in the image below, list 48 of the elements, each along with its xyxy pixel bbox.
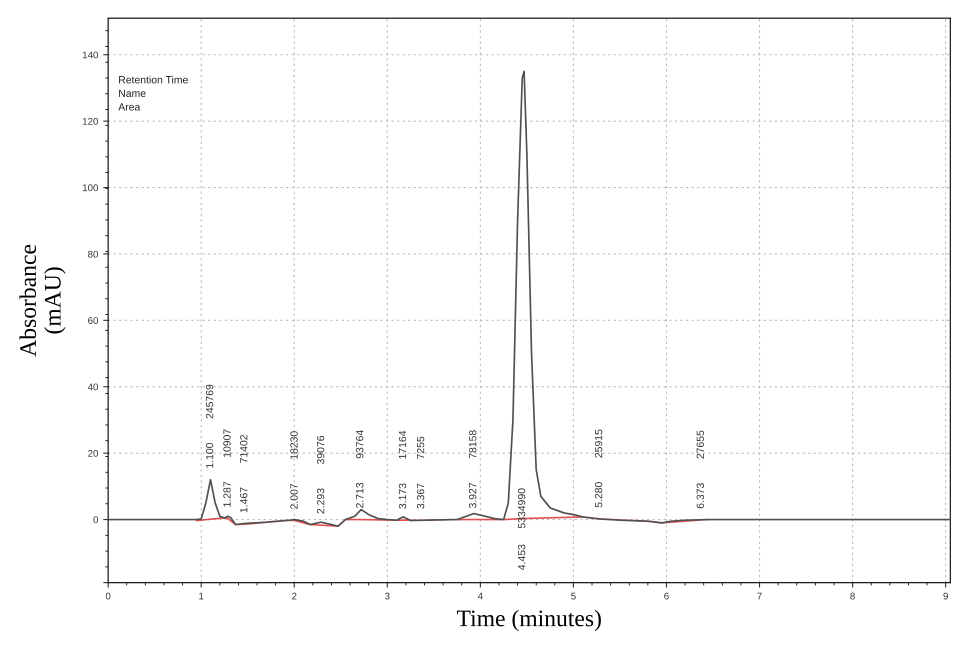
annotation: 78158 (468, 430, 476, 458)
annotation: 2.713 (356, 482, 364, 508)
annotation: Area (118, 103, 140, 111)
annotation: 3.927 (468, 482, 476, 508)
annotation: 25915 (594, 430, 602, 458)
y-tick-label: 60 (88, 317, 98, 324)
annotation: 3.173 (398, 484, 406, 509)
annotation: Name (119, 90, 146, 97)
annotation: 1.467 (240, 488, 248, 512)
annotation: 1.287 (223, 482, 231, 507)
x-tick-label: 7 (757, 592, 762, 600)
annotation: 3.367 (416, 484, 424, 509)
annotation: Retention Time (119, 76, 188, 84)
y-tick-label: 20 (88, 450, 98, 457)
x-tick-label: 2 (292, 592, 296, 600)
x-tick-label: 0 (106, 592, 110, 600)
y-axis-title: Absorbance (mAU) (19, 244, 66, 357)
annotation: 39076 (316, 436, 324, 464)
x-tick-label: 3 (384, 592, 390, 600)
y-tick-label: 140 (82, 51, 98, 58)
annotation: 245769 (206, 384, 214, 418)
annotation: 4.453 (518, 544, 526, 570)
annotation: 1.100 (206, 442, 214, 468)
annotation: 17164 (398, 430, 406, 459)
annotation: 5334990 (518, 488, 526, 528)
annotation: 6.373 (696, 483, 704, 508)
x-tick-label: 8 (850, 592, 855, 600)
annotation: 93764 (356, 430, 364, 458)
x-tick-label: 6 (664, 592, 669, 600)
x-tick-label: 5 (571, 592, 576, 600)
annotation: 2.007 (290, 484, 298, 509)
line-series (108, 70, 950, 528)
annotation: 71402 (240, 435, 248, 463)
y-tick-label: 40 (88, 383, 98, 390)
annotation: 5.280 (594, 482, 602, 508)
annotation: 27655 (696, 430, 704, 459)
y-tick-label: 120 (82, 118, 98, 125)
x-tick-label: 4 (478, 592, 483, 600)
annotation: 2.293 (316, 488, 324, 514)
x-tick-label: 9 (943, 592, 948, 600)
x-tick-label: 1 (199, 592, 204, 600)
annotation: 7255 (416, 436, 424, 459)
y-tick-label: 100 (82, 184, 98, 192)
y-tick-label: 80 (88, 250, 98, 258)
annotation: 10907 (223, 429, 231, 458)
x-axis-title: Time (minutes) (456, 610, 601, 632)
annotation: 18230 (290, 431, 298, 459)
y-tick-label: 0 (93, 516, 98, 524)
